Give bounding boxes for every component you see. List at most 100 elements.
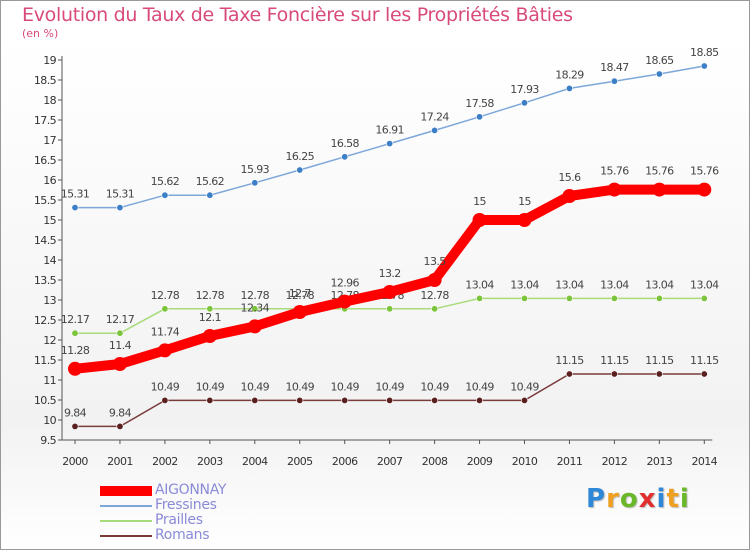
- data-point-romans: [431, 396, 439, 404]
- data-label-prailles: 12.78: [151, 289, 180, 302]
- data-point-prailles: [610, 294, 618, 302]
- x-tick-label: 2004: [242, 455, 268, 468]
- data-point-aigonnay: [337, 294, 352, 309]
- y-tick-label: 15.5: [34, 194, 57, 207]
- y-tick-label: 12.5: [34, 314, 57, 327]
- data-point-romans: [700, 370, 708, 378]
- legend-label: Prailles: [155, 512, 203, 528]
- data-point-fressines: [655, 70, 663, 78]
- data-label-romans: 9.84: [64, 406, 87, 419]
- data-point-aigonnay: [68, 361, 82, 376]
- data-label-fressines: 16.91: [375, 124, 404, 137]
- y-tick-label: 11: [43, 374, 56, 387]
- y-tick-label: 12: [43, 334, 56, 347]
- data-label-aigonnay: 15: [518, 195, 531, 208]
- legend-label: Fressines: [155, 497, 217, 513]
- x-tick-label: 2010: [512, 455, 538, 468]
- data-point-aigonnay: [247, 319, 262, 334]
- data-point-aigonnay: [292, 305, 307, 319]
- data-label-prailles: 13.04: [465, 278, 494, 291]
- y-tick-label: 10.5: [34, 394, 57, 407]
- data-point-aigonnay: [202, 329, 217, 343]
- data-point-prailles: [431, 305, 439, 313]
- data-point-romans: [206, 396, 214, 404]
- brand-letter: r: [606, 484, 620, 514]
- data-label-romans: 11.15: [645, 354, 674, 367]
- y-tick-label: 13: [43, 294, 56, 307]
- data-label-romans: 10.49: [510, 380, 539, 393]
- data-point-fressines: [476, 113, 484, 121]
- data-point-fressines: [71, 204, 79, 212]
- y-tick-label: 13.5: [34, 274, 57, 287]
- data-point-romans: [655, 370, 663, 378]
- data-label-fressines: 17.93: [510, 83, 539, 96]
- data-label-fressines: 15.31: [106, 188, 135, 201]
- data-label-fressines: 16.58: [330, 137, 359, 150]
- data-label-aigonnay: 15.76: [645, 165, 674, 178]
- data-label-romans: 11.15: [690, 354, 719, 367]
- x-tick-label: 2011: [557, 455, 583, 468]
- data-label-aigonnay: 11.28: [61, 344, 90, 357]
- legend-label: Romans: [155, 527, 210, 543]
- data-label-aigonnay: 15.6: [558, 171, 581, 184]
- x-tick-label: 2007: [377, 455, 403, 468]
- y-tick-label: 17: [43, 134, 56, 147]
- data-label-aigonnay: 11.74: [151, 325, 180, 338]
- data-point-prailles: [655, 294, 663, 302]
- data-point-prailles: [565, 294, 573, 302]
- brand-letter: x: [638, 484, 657, 514]
- brand-letter: i: [679, 484, 690, 514]
- data-label-romans: 10.49: [465, 380, 494, 393]
- data-point-prailles: [161, 305, 169, 313]
- legend-swatch: [100, 520, 152, 522]
- data-point-romans: [161, 396, 169, 404]
- y-tick-label: 17.5: [34, 114, 57, 127]
- data-label-romans: 10.49: [375, 380, 404, 393]
- brand-logo: Proxiti: [586, 484, 690, 514]
- data-label-aigonnay: 12.1: [199, 311, 221, 324]
- chart-unit-label: (en %): [22, 27, 59, 40]
- data-point-fressines: [610, 77, 618, 85]
- data-label-fressines: 15.31: [61, 188, 90, 201]
- data-label-fressines: 18.65: [645, 54, 674, 67]
- data-label-fressines: 16.25: [286, 150, 315, 163]
- legend-swatch: [100, 535, 152, 537]
- data-label-prailles: 12.78: [196, 289, 225, 302]
- brand-letter: P: [586, 484, 607, 514]
- data-point-prailles: [386, 305, 394, 313]
- x-tick-label: 2008: [422, 455, 448, 468]
- data-label-romans: 10.49: [330, 380, 359, 393]
- data-label-aigonnay: 15.76: [690, 165, 719, 178]
- y-tick-label: 14.5: [34, 234, 57, 247]
- brand-letter: t: [666, 484, 680, 514]
- data-label-romans: 10.49: [286, 380, 315, 393]
- y-tick-label: 14: [43, 254, 56, 267]
- data-label-fressines: 18.85: [690, 46, 719, 59]
- data-label-prailles: 12.78: [241, 289, 270, 302]
- data-label-prailles: 13.04: [555, 278, 584, 291]
- x-tick-label: 2001: [107, 455, 133, 468]
- data-point-fressines: [251, 179, 259, 187]
- data-label-romans: 10.49: [420, 380, 449, 393]
- data-point-aigonnay: [382, 285, 397, 299]
- data-label-romans: 10.49: [151, 380, 180, 393]
- data-point-fressines: [341, 153, 349, 161]
- data-label-aigonnay: 13.2: [379, 267, 401, 280]
- legend-swatch: [100, 505, 152, 507]
- data-point-fressines: [700, 62, 708, 70]
- data-point-fressines: [386, 140, 394, 148]
- data-point-prailles: [116, 329, 124, 337]
- y-tick-label: 19: [43, 54, 56, 67]
- data-label-aigonnay: 12.7: [289, 287, 312, 300]
- data-point-fressines: [565, 84, 573, 92]
- y-tick-label: 10: [43, 414, 56, 427]
- data-point-prailles: [520, 294, 528, 302]
- data-label-aigonnay: 15.76: [600, 165, 629, 178]
- data-point-romans: [386, 396, 394, 404]
- data-label-prailles: 12.17: [106, 313, 135, 326]
- data-label-fressines: 15.62: [151, 175, 180, 188]
- data-point-aigonnay: [562, 189, 577, 203]
- legend-swatch: [100, 486, 152, 496]
